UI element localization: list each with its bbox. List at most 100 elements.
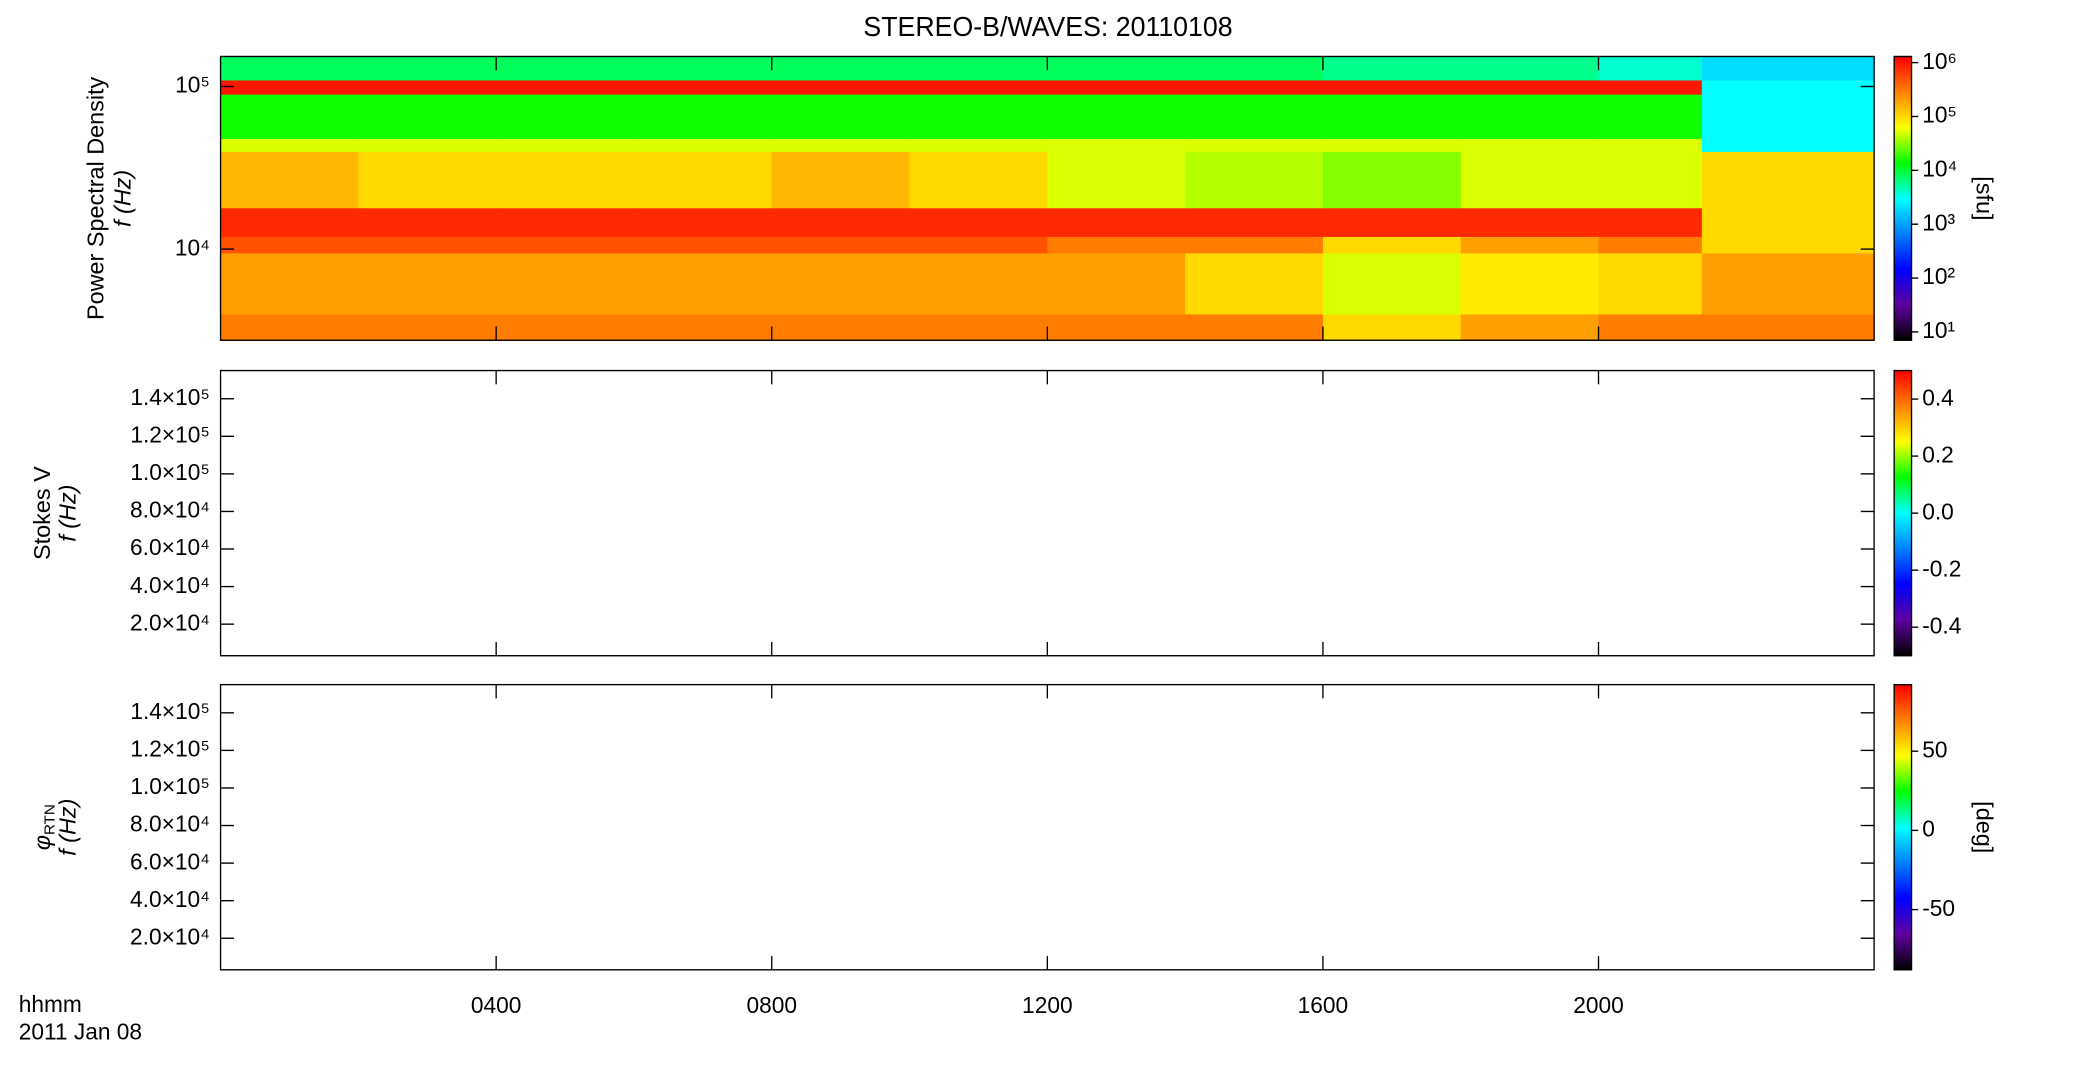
heatmap-cell <box>1598 79 1703 95</box>
heatmap-cell <box>358 56 497 81</box>
colorbar-tick-label: -50 <box>1922 894 1955 920</box>
heatmap-cell <box>1460 151 1600 209</box>
heatmap-cell <box>358 79 497 95</box>
heatmap-cell <box>1185 313 1324 341</box>
colorbar-label: [sfu] <box>1971 176 1997 220</box>
y-tick-label: 4.0×10⁴ <box>130 571 210 597</box>
heatmap-cell <box>909 56 1048 81</box>
heatmap-cell <box>1185 236 1324 254</box>
heatmap-cell <box>220 313 360 341</box>
heatmap-cell <box>496 151 635 209</box>
heatmap-cell <box>909 313 1048 341</box>
heatmap-cell <box>496 56 635 81</box>
heatmap-cell <box>1185 93 1324 140</box>
colorbar-tick-label: 10⁶ <box>1922 47 1957 73</box>
y-tick-label: 10⁵ <box>175 71 210 97</box>
y-tick-label: 1.4×10⁵ <box>130 384 210 410</box>
heatmap-cell <box>496 313 635 341</box>
colorbar-tick-label: 0.4 <box>1922 384 1954 410</box>
heatmap-cell <box>1598 207 1703 237</box>
y-tick-label: 2.0×10⁴ <box>130 923 210 949</box>
colorbar-tick-label: -0.4 <box>1922 612 1961 638</box>
y-tick-label: 1.2×10⁵ <box>130 735 210 761</box>
heatmap-cell <box>1701 207 1875 237</box>
x-tick-label: 1600 <box>1298 992 1349 1018</box>
heatmap-cell <box>358 207 497 237</box>
heatmap-cell <box>909 151 1048 209</box>
heatmap-cell <box>771 313 911 341</box>
heatmap-cell <box>1598 252 1703 315</box>
heatmap-cell <box>1322 56 1462 81</box>
heatmap-cell <box>358 138 497 152</box>
y-axis-label: f (Hz) <box>55 799 81 856</box>
heatmap-cell <box>1047 56 1186 81</box>
x-tick-label: 2000 <box>1573 992 1624 1018</box>
heatmap-cell <box>1460 313 1600 341</box>
heatmap-cell <box>1460 207 1600 237</box>
heatmap-cell <box>220 93 360 140</box>
y-tick-label: 8.0×10⁴ <box>130 810 210 836</box>
heatmap-cell <box>1322 138 1462 152</box>
heatmap-cell <box>1047 93 1186 140</box>
heatmap-cell <box>771 151 911 209</box>
heatmap-cell <box>1047 151 1186 209</box>
y-axis-label: f (Hz) <box>110 170 136 227</box>
y-axis-label: f (Hz) <box>55 485 81 542</box>
colorbar-tick-label: -0.2 <box>1922 555 1961 581</box>
heatmap-cell <box>909 207 1048 237</box>
heatmap-cell <box>1701 79 1875 95</box>
heatmap-cell <box>1460 56 1600 81</box>
heatmap-cell <box>1185 151 1324 209</box>
colorbar-tick-label: 10¹ <box>1922 317 1955 343</box>
heatmap-cell <box>1598 313 1703 341</box>
heatmap-cell <box>1322 93 1462 140</box>
heatmap-cell <box>1185 207 1324 237</box>
y-tick-label: 4.0×10⁴ <box>130 886 210 912</box>
x-tick-label: 0800 <box>746 992 797 1018</box>
heatmap-cell <box>771 93 911 140</box>
colorbar <box>1893 683 1913 971</box>
heatmap-cell <box>220 236 360 254</box>
y-tick-label: 6.0×10⁴ <box>130 534 210 560</box>
colorbar <box>1893 369 1913 657</box>
heatmap-cell <box>909 236 1048 254</box>
heatmap-cell <box>1598 93 1703 140</box>
colorbar-tick-label: 50 <box>1922 736 1947 762</box>
y-tick-label: 1.2×10⁵ <box>130 421 210 447</box>
plot-frame <box>219 369 1875 657</box>
figure-title: STEREO-B/WAVES: 20110108 <box>863 11 1232 42</box>
heatmap-cell <box>1598 56 1703 81</box>
heatmap-cell <box>771 79 911 95</box>
heatmap-cell <box>358 93 497 140</box>
heatmap-cell <box>1701 138 1875 152</box>
heatmap-cell <box>771 138 911 152</box>
y-axis-label: Power Spectral Density <box>83 76 109 320</box>
heatmap-cell <box>1701 252 1875 315</box>
heatmap-cell <box>1047 79 1186 95</box>
y-axis-label-subscript: RTN <box>42 804 59 835</box>
heatmap-cell <box>1460 138 1600 152</box>
heatmap-cell <box>1322 79 1462 95</box>
heatmap-cell <box>1047 313 1186 341</box>
heatmap-cell <box>1701 236 1875 254</box>
heatmap-cell <box>1460 252 1600 315</box>
heatmap-cell <box>633 138 773 152</box>
colorbar-tick-label: 10⁴ <box>1922 155 1957 181</box>
colorbar-tick-label: 10⁵ <box>1922 101 1957 127</box>
colorbar-tick-label: 10² <box>1922 263 1955 289</box>
heatmap-cell <box>1460 236 1600 254</box>
y-axis-label-symbol: φ <box>29 835 55 850</box>
heatmap-cell <box>1701 93 1875 140</box>
colorbar <box>1893 55 1913 341</box>
heatmap-cell <box>1047 138 1186 152</box>
heatmap-cell <box>633 56 773 81</box>
x-tick-label: 0400 <box>471 992 522 1018</box>
heatmap-cell <box>1185 252 1324 315</box>
heatmap-cell <box>771 207 911 237</box>
y-tick-label: 8.0×10⁴ <box>130 496 210 522</box>
heatmap-cell <box>1322 313 1462 341</box>
heatmap-cell <box>633 207 773 237</box>
heatmap-cell <box>220 252 360 315</box>
